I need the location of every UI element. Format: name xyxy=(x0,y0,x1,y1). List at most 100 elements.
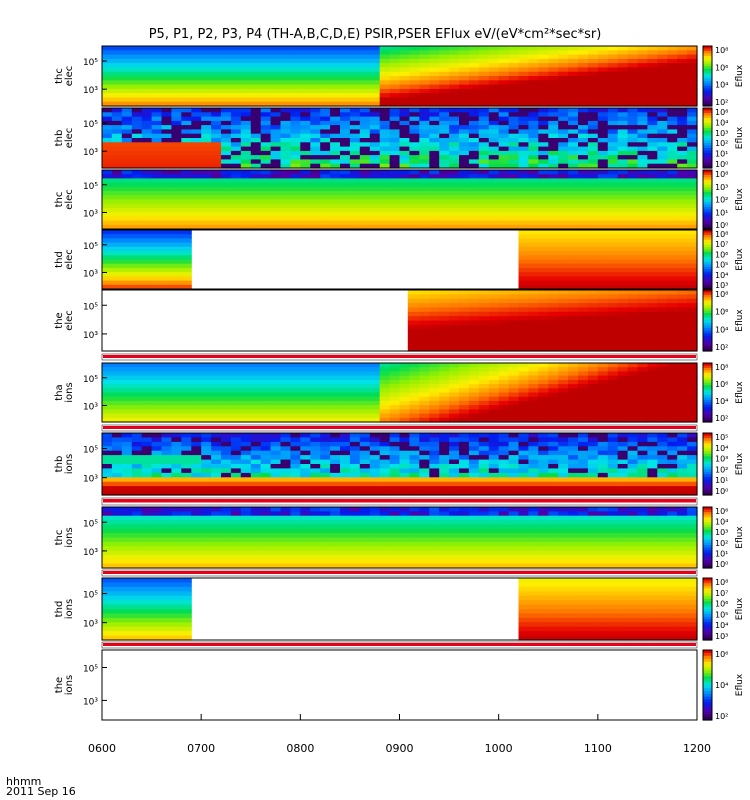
colorbar-tick-label: 10⁶ xyxy=(715,308,728,317)
heat-cell xyxy=(429,307,440,313)
heat-cell xyxy=(320,199,331,205)
heat-cell xyxy=(627,80,639,86)
heat-cell xyxy=(221,178,232,184)
heat-cell xyxy=(677,108,688,113)
heat-cell xyxy=(300,120,311,126)
heat-cell xyxy=(141,93,153,98)
heat-cell xyxy=(211,170,222,175)
heat-cell xyxy=(131,93,143,98)
colorbar-cell xyxy=(703,145,712,149)
heat-cell xyxy=(478,400,490,406)
heat-cell xyxy=(518,437,529,443)
heat-cell xyxy=(399,112,410,118)
heat-cell xyxy=(468,490,480,496)
heat-cell xyxy=(221,150,232,156)
heat-cell xyxy=(637,142,648,148)
heat-cell xyxy=(538,316,549,322)
heat-cell xyxy=(677,146,688,152)
heat-cell xyxy=(121,446,133,452)
heat-cell xyxy=(102,392,113,398)
heat-cell xyxy=(478,203,490,209)
colorbar-cell xyxy=(703,244,712,248)
heat-cell xyxy=(389,112,401,118)
heat-cell xyxy=(568,413,579,419)
heat-cell xyxy=(211,129,222,135)
heat-cell xyxy=(607,316,619,322)
heat-cell xyxy=(181,46,192,51)
heat-cell xyxy=(320,371,331,377)
heat-cell xyxy=(300,142,311,148)
heat-cell xyxy=(379,472,391,478)
heat-cell xyxy=(657,388,668,394)
heat-cell xyxy=(677,367,688,372)
heat-cell xyxy=(647,174,658,179)
heat-cell xyxy=(250,116,262,122)
heat-cell xyxy=(587,63,599,68)
heat-cell xyxy=(468,396,480,402)
heat-cell xyxy=(221,116,232,122)
heat-cell xyxy=(409,472,420,478)
heat-cell xyxy=(250,142,262,148)
heat-cell xyxy=(449,71,460,77)
heat-cell xyxy=(518,199,529,205)
heat-cell xyxy=(508,101,520,107)
heat-cell xyxy=(617,133,629,139)
heat-cell xyxy=(587,108,599,113)
heat-cell xyxy=(131,216,143,222)
heat-cell xyxy=(558,46,569,51)
heat-cell xyxy=(300,163,311,169)
heat-cell xyxy=(568,199,579,205)
heat-cell xyxy=(310,80,321,86)
heat-cell xyxy=(161,446,172,452)
heat-cell xyxy=(478,486,490,492)
heat-cell xyxy=(617,284,629,290)
heat-cell xyxy=(468,324,480,330)
heat-cell xyxy=(488,446,500,452)
heat-cell xyxy=(637,212,648,217)
heat-cell xyxy=(449,342,460,348)
heat-cell xyxy=(657,400,668,406)
heat-cell xyxy=(548,311,559,317)
heat-cell xyxy=(201,46,212,51)
heat-cell xyxy=(340,446,351,452)
heat-cell xyxy=(488,58,500,64)
heat-cell xyxy=(141,170,153,175)
heat-cell xyxy=(468,472,480,478)
heat-cell xyxy=(250,150,262,156)
heat-cell xyxy=(141,203,153,209)
heat-cell xyxy=(290,392,301,398)
heat-cell xyxy=(459,472,470,478)
heat-cell xyxy=(459,142,470,148)
heat-cell xyxy=(201,191,212,196)
heat-cell xyxy=(508,58,520,64)
heat-cell xyxy=(508,303,520,309)
heat-cell xyxy=(230,472,242,478)
heat-cell xyxy=(657,324,668,330)
heat-cell xyxy=(379,363,391,368)
heat-cell xyxy=(657,294,668,300)
heat-cell xyxy=(399,88,410,94)
heat-cell xyxy=(508,307,520,313)
heat-cell xyxy=(439,363,450,368)
heat-cell xyxy=(449,400,460,406)
heat-cell xyxy=(419,324,430,330)
heat-cell xyxy=(528,307,539,313)
heat-cell xyxy=(587,294,599,300)
heat-cell xyxy=(617,307,629,313)
heat-cell xyxy=(677,396,688,402)
colorbar-cell xyxy=(703,310,712,314)
heat-cell xyxy=(647,230,658,235)
colorbar-cell xyxy=(703,399,712,403)
heat-cell xyxy=(349,379,361,385)
heat-cell xyxy=(151,468,163,474)
heat-cell xyxy=(349,58,361,64)
heat-cell xyxy=(429,311,440,317)
heat-cell xyxy=(310,133,321,139)
heat-cell xyxy=(627,413,639,419)
heat-cell xyxy=(459,405,470,410)
heat-cell xyxy=(349,388,361,394)
heat-cell xyxy=(280,400,291,406)
heat-cell xyxy=(459,384,470,389)
heat-cell xyxy=(240,129,252,135)
heat-cell xyxy=(687,303,698,309)
